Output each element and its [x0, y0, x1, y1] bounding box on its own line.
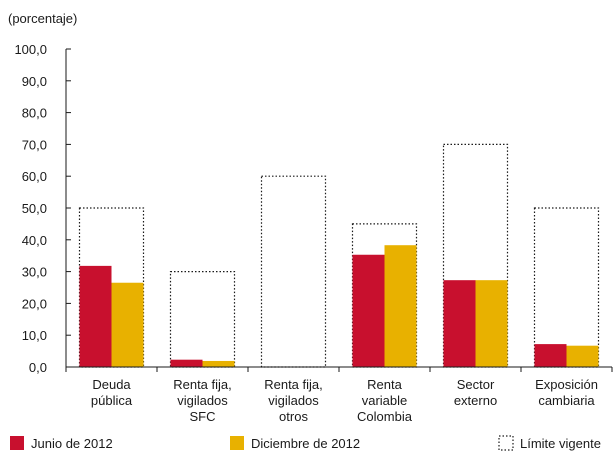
y-tick-label: 0,0 [29, 360, 47, 375]
y-tick-label: 60,0 [22, 169, 47, 184]
bar [384, 245, 417, 367]
y-tick-label: 20,0 [22, 296, 47, 311]
bar [534, 344, 567, 367]
bar [566, 345, 599, 367]
y-tick-label: 90,0 [22, 74, 47, 89]
limit-box [260, 175, 327, 368]
x-tick-label: Deuda pública [91, 377, 133, 408]
bar [170, 359, 203, 367]
y-tick-label: 30,0 [22, 265, 47, 280]
legend-swatch [498, 435, 514, 451]
y-tick-label: 40,0 [22, 233, 47, 248]
x-tick-label: Renta variable Colombia [357, 377, 413, 424]
legend-label: Límite vigente [520, 436, 601, 451]
limit-box [169, 271, 236, 368]
x-axis: Deuda pública Renta fija, vigilados SFC Renta… [65, 366, 613, 424]
bar [111, 282, 144, 367]
legend-swatch [10, 436, 24, 450]
legend: Junio de 2012 Diciembre de 2012 Límite vig… [10, 435, 601, 451]
limit-boxes [78, 143, 600, 368]
unit-label: (porcentaje) [8, 11, 77, 26]
limit-box [533, 207, 600, 368]
bar [202, 360, 235, 367]
x-tick-label: Renta fija, vigilados SFC [173, 377, 232, 424]
y-tick-label: 10,0 [22, 328, 47, 343]
y-tick-label: 70,0 [22, 137, 47, 152]
y-tick-label: 100,0 [14, 42, 47, 57]
x-tick-label: Exposición cambiaria [535, 377, 598, 408]
x-tick-label: Renta fija, vigilados otros [264, 377, 323, 424]
legend-label: Diciembre de 2012 [251, 436, 360, 451]
x-tick-label: Sector externo [454, 377, 497, 408]
bar [475, 280, 508, 367]
y-axis: 0,0 10,0 20,0 30,0 40,0 50,0 60,0 70,0 80,0 90,0 1… [14, 42, 71, 375]
bar [443, 280, 476, 367]
y-tick-label: 80,0 [22, 106, 47, 121]
y-tick-label: 50,0 [22, 201, 47, 216]
legend-label: Junio de 2012 [31, 436, 113, 451]
legend-swatch [230, 436, 244, 450]
bar [352, 254, 385, 367]
bars [79, 245, 599, 367]
bar [79, 265, 112, 367]
